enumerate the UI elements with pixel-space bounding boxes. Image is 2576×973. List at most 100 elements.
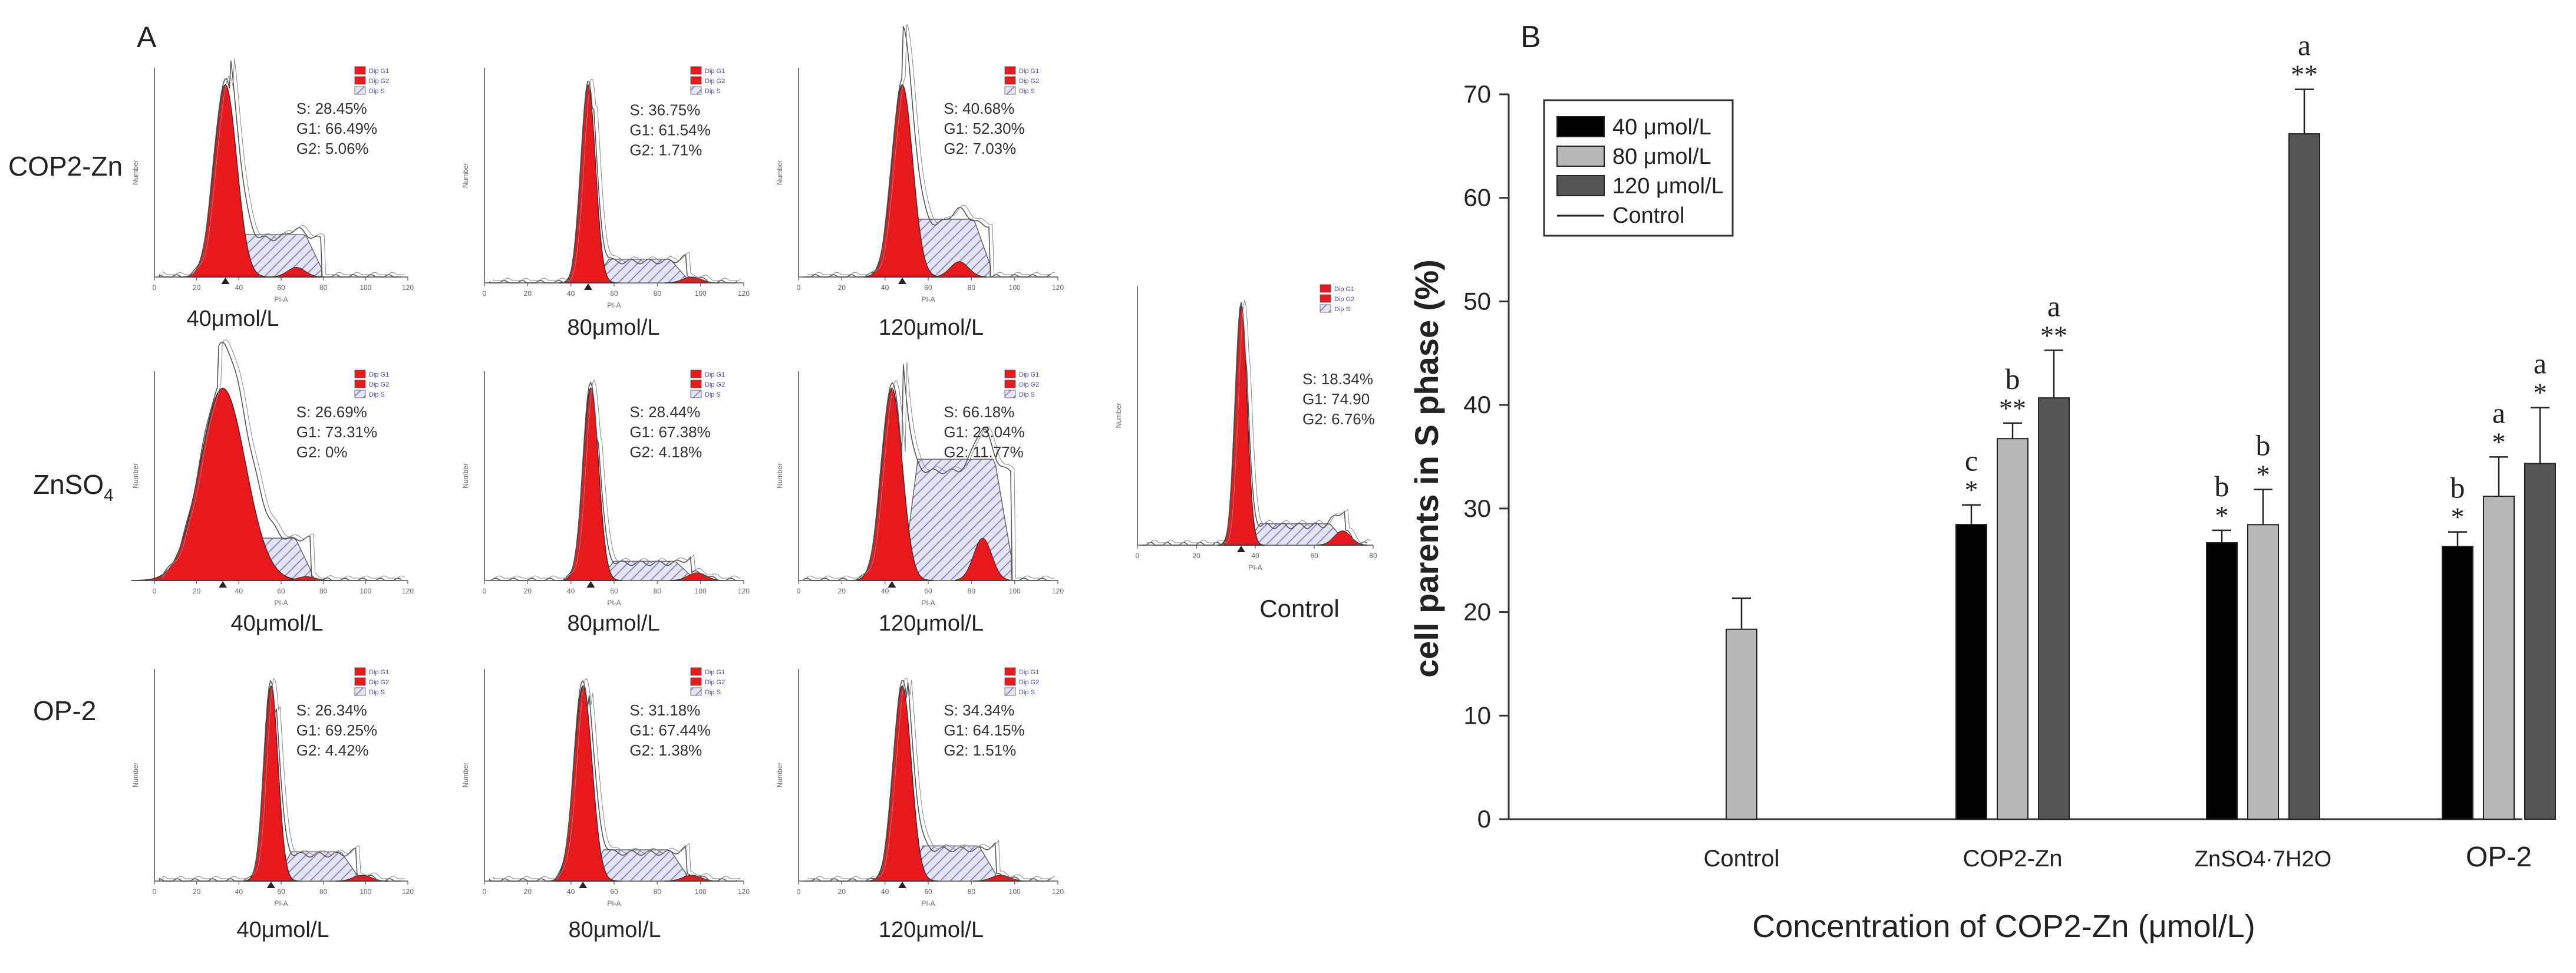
histogram-legend-label: Dip S [1334,306,1350,313]
histogram-x-tick-label: 40 [567,289,575,298]
histogram-stat-g1: G1: 74.90 [1302,390,1370,408]
histogram-outline [489,680,737,882]
histogram-peak-marker [888,581,896,588]
histogram-x-tick-label: 40 [567,888,575,896]
histogram-x-tick-label: 20 [193,283,201,292]
histogram-legend-swatch [354,390,366,398]
histogram-stat-s: S: 66.18% [944,403,1014,421]
histogram-x-tick-label: 120 [1052,888,1064,896]
histogram-stat-g1: G1: 23.04% [944,423,1024,441]
histogram-fit-line [807,362,1055,579]
histogram-legend-label: Dip G2 [369,78,389,85]
histogram-y-axis-label: Number [776,160,784,185]
histogram-x-axis-label: PI-A [921,599,935,607]
histogram-x-tick-label: 40 [235,587,243,595]
histogram-x-tick-label: 40 [567,587,575,595]
histogram-x-tick-label: 120 [402,888,414,896]
histogram-x-tick-label: 80 [654,587,662,595]
histogram-stat-g2: G2: 4.42% [296,741,369,759]
histogram-x-tick-label: 20 [1192,552,1200,560]
conc-label-r2-c1: 40μmol/L [230,611,323,636]
x-tick-label: ZnSO4·7H2O [2195,847,2331,872]
histogram-x-tick-label: 60 [610,587,618,595]
histogram-legend-swatch [1004,66,1016,75]
histogram-fit-line [493,678,741,879]
histogram-outline [159,341,402,581]
histogram-legend-label: Dip S [705,88,721,95]
histogram-x-tick-label: 80 [1369,552,1377,560]
histogram-x-tick-label: 40 [881,587,889,595]
y-axis-title: cell parents in S phase (%) [1408,259,1445,678]
significance-stars: ** [2040,320,2067,350]
histogram-x-tick-label: 80 [968,587,976,595]
histogram-legend-swatch [690,667,702,676]
significance-stars: * [1965,475,1978,505]
histogram-plot: 0 20 40 60 80 100 120 PI-A Number Dip G1 Dip G2 Dip… [776,667,1064,908]
histogram-x-axis-label: PI-A [921,899,935,908]
histogram-y-axis-label: Number [461,463,470,489]
conc-label-r3-c2: 80μmol/L [568,918,661,942]
histogram-legend-swatch [1320,284,1331,293]
histogram-g1-peak [559,387,622,581]
histogram-fit-line [493,78,741,281]
significance-letter: a [2534,347,2547,380]
histogram-g1-peak [558,84,618,283]
histogram-legend-label: Dip S [369,689,385,696]
histogram-x-tick-label: 0 [153,587,157,595]
significance-stars: * [2257,460,2270,490]
histogram-g1-peak [1217,305,1265,546]
bar-chart: 0 10 20 30 40 50 60 70 Control COP2-Zn ZnSO4·7H2O O… [1408,29,2556,944]
histogram-legend-label: Dip S [369,88,385,95]
row-label-cop2zn: COP2-Zn [8,151,123,182]
y-tick-label: 40 [1463,391,1491,418]
significance-letter: b [2256,429,2271,462]
histogram-stat-g1: G1: 66.49% [296,120,377,137]
histogram-fit-line [163,677,405,879]
y-tick-label: 70 [1463,80,1491,108]
histogram-y-axis-label: Number [131,763,140,788]
histogram-x-tick-label: 20 [838,587,846,595]
histogram-legend-label: Dip G1 [1019,68,1039,75]
histogram-legend-label: Dip G1 [1019,371,1039,378]
histogram-x-tick-label: 20 [193,888,201,896]
histogram-plot: 0 20 40 60 80 100 120 PI-A Number Dip G1 Dip G2 Dip… [776,362,1064,607]
histogram-x-tick-label: 60 [610,888,618,896]
histogram-g2-peak [669,572,725,581]
histogram-s-phase [906,845,997,882]
histogram-y-axis-label: Number [776,763,784,788]
histogram-x-tick-label: 100 [695,587,707,595]
histogram-legend-swatch [690,390,702,398]
histogram-legend-label: Dip S [1019,391,1035,398]
histogram-stat-g2: G2: 5.06% [296,140,369,157]
histogram-peak-marker [579,882,588,888]
legend-swatch [1556,175,1605,196]
flow-histograms: 0 20 40 60 80 100 120 PI-A Number Dip G1 Dip G2 Dip… [131,24,1377,908]
histogram-legend-swatch [690,66,702,75]
histogram-x-tick-label: 40 [235,283,243,292]
histogram-fit-line [807,678,1055,879]
histogram-s-phase [587,849,687,882]
significance-stars: ** [2291,60,2318,90]
histogram-legend-label: Dip S [705,391,721,398]
histogram-x-tick-label: 120 [402,587,414,595]
histogram-legend-label: Dip G1 [705,669,725,676]
histogram-g2-peak [269,267,324,278]
histogram-x-tick-label: 0 [153,888,157,896]
histogram-legend-swatch [690,380,702,388]
histogram-legend-swatch [690,86,702,95]
histogram-x-tick-label: 80 [654,888,662,896]
histogram-legend-label: Dip G1 [369,68,389,75]
histogram-x-tick-label: 100 [1009,283,1021,292]
panel-a-label: A [137,21,157,54]
histogram-legend-label: Dip S [1019,689,1035,696]
histogram-x-tick-label: 20 [193,587,201,595]
bar [2247,524,2279,820]
histogram-x-tick-label: 40 [235,888,243,896]
row-label-znso4-text: ZnSO [33,469,104,500]
histogram-x-tick-label: 100 [1009,587,1021,595]
histogram-legend-label: Dip G2 [1019,679,1039,686]
histogram-stat-g2: G2: 4.18% [629,443,702,461]
histogram-x-tick-label: 60 [924,283,932,292]
histogram-x-tick-label: 80 [968,888,976,896]
